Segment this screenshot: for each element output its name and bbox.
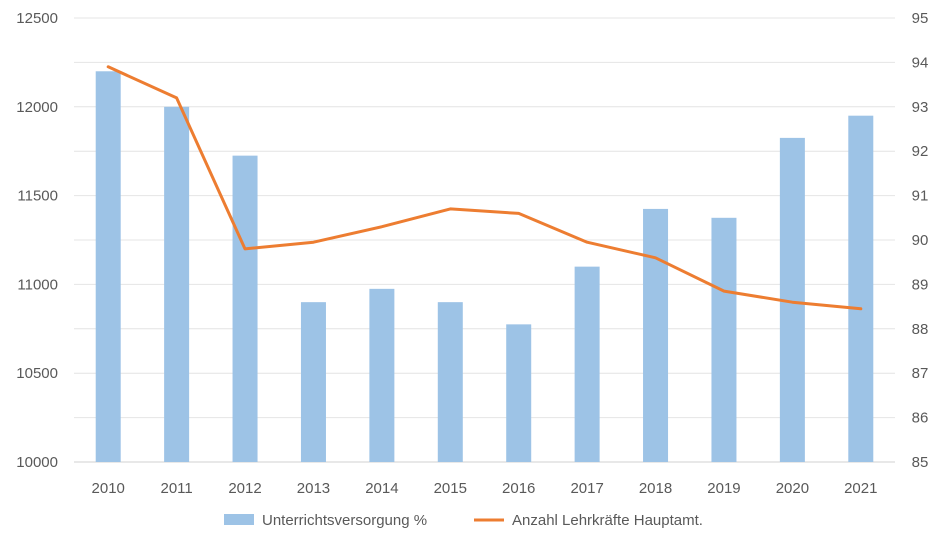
left-axis-ticks: 10000 10500 11000 11500 12000 12500 (16, 10, 58, 471)
right-tick-label-4: 89 (912, 276, 929, 293)
left-tick-label-5: 12500 (16, 10, 58, 27)
right-tick-label-6: 91 (912, 188, 929, 205)
x-tick-label-2010: 2010 (92, 480, 125, 497)
right-axis-ticks: 85 86 87 88 89 90 91 92 93 94 95 (912, 10, 929, 471)
left-tick-label-3: 11500 (17, 188, 58, 205)
bar-2017 (574, 266, 600, 462)
left-tick-label-4: 12000 (16, 99, 58, 116)
left-tick-label-0: 10000 (16, 454, 58, 471)
x-tick-label-2015: 2015 (434, 480, 467, 497)
x-tick-label-2021: 2021 (844, 480, 877, 497)
gridlines (74, 17, 895, 463)
bar-2014 (369, 288, 395, 462)
bar-2016 (506, 324, 532, 462)
right-tick-label-8: 93 (912, 99, 929, 116)
bar-2018 (643, 208, 669, 462)
right-tick-label-1: 86 (912, 410, 929, 427)
legend-swatch-bar (224, 514, 254, 525)
left-tick-label-1: 10500 (16, 365, 58, 382)
right-tick-label-2: 87 (912, 365, 929, 382)
right-tick-label-7: 92 (912, 143, 929, 160)
right-tick-label-9: 94 (912, 54, 929, 71)
x-tick-label-2012: 2012 (228, 480, 261, 497)
bar-2013 (300, 302, 326, 462)
bar-2010 (95, 71, 121, 462)
x-tick-label-2017: 2017 (570, 480, 603, 497)
bar-2021 (848, 115, 874, 463)
line-series (106, 65, 863, 311)
x-axis-ticks: 2010 2011 2012 2013 2014 2015 2016 2017 2018 2019… (92, 480, 878, 497)
x-tick-label-2020: 2020 (776, 480, 809, 497)
x-tick-label-2014: 2014 (365, 480, 398, 497)
left-tick-label-2: 11000 (17, 276, 58, 293)
legend-label-line: Anzahl Lehrkräfte Hauptamt. (512, 512, 703, 529)
bar-2015 (437, 302, 463, 462)
x-tick-label-2016: 2016 (502, 480, 535, 497)
right-tick-label-10: 95 (912, 10, 929, 27)
bar-2012 (232, 155, 258, 462)
legend: Unterrichtsversorgung % Anzahl Lehrkräft… (224, 512, 703, 529)
right-tick-label-0: 85 (912, 454, 929, 471)
bar-2019 (711, 217, 737, 462)
x-tick-label-2011: 2011 (160, 480, 192, 497)
x-tick-label-2013: 2013 (297, 480, 330, 497)
legend-label-bar: Unterrichtsversorgung % (262, 512, 427, 529)
right-tick-label-3: 88 (912, 321, 929, 338)
right-tick-label-5: 90 (912, 232, 929, 249)
x-tick-label-2018: 2018 (639, 480, 672, 497)
bar-2011 (164, 106, 190, 463)
line-path (106, 65, 863, 311)
bar-series (95, 71, 874, 463)
x-tick-label-2019: 2019 (707, 480, 740, 497)
